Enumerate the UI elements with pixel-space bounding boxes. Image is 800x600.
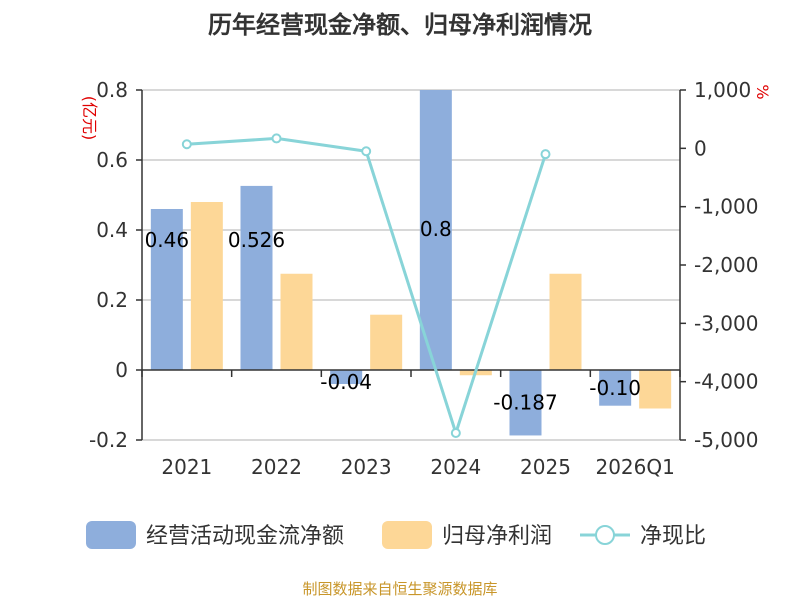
right-tick-label: 0 [694,136,707,160]
cashflow-bar [509,370,542,436]
category-label: 2025 [520,455,571,479]
cashflow-data-label: -0.04 [320,370,372,394]
ratio-point [361,146,372,157]
netprofit-bar [370,314,403,370]
left-tick-label: 0 [115,358,128,382]
netprofit-bar [639,370,672,409]
cashflow-bar [330,370,363,384]
right-tick-label: -3,000 [694,311,758,335]
left-tick-label: 0.2 [96,288,128,312]
left-tick-label: 0.8 [96,78,128,102]
legend-swatch-cashflow [86,521,136,549]
bar-marks [150,90,672,436]
category-label: 2026Q1 [595,455,674,479]
legend-swatch-ratio-marker [595,525,615,545]
left-tick-label: 0.6 [96,148,128,172]
legend-label-ratio: 净现比 [640,524,706,549]
ratio-point [271,133,282,144]
legend: 经营活动现金流净额 归母净利润 净现比 [86,521,706,549]
legend-label-cashflow: 经营活动现金流净额 [146,524,344,549]
category-label: 2023 [341,455,392,479]
data-labels: 0.46 0.526 -0.04 0.8 -0.187 -0.10 [145,217,641,415]
category-label: 2021 [161,455,212,479]
right-tick-label: -5,000 [694,428,758,452]
right-tick-label: 1,000 [694,78,751,102]
cashflow-data-label: -0.187 [493,391,557,415]
source-note: 制图数据来自恒生聚源数据库 [302,580,497,598]
cashflow-data-label: 0.46 [145,228,190,252]
cashflow-bar [419,90,452,370]
cashflow-bar [150,209,183,370]
left-tick-label: 0.4 [96,218,128,242]
left-axis-unit: (亿元) [80,96,99,141]
ratio-line [181,133,551,438]
cashflow-bar [240,185,273,370]
cashflow-data-label: 0.526 [228,228,285,252]
cashflow-data-label: 0.8 [420,217,452,241]
cashflow-bar [599,370,632,406]
netprofit-bar [549,273,582,370]
category-label: 2022 [251,455,302,479]
right-tick-label: -2,000 [694,253,758,277]
ratio-point [181,139,192,150]
right-tick-label: -1,000 [694,195,758,219]
netprofit-bar [190,202,223,370]
cashflow-data-label: -0.10 [589,376,641,400]
right-axis-unit: % [753,84,772,99]
legend-label-netprofit: 归母净利润 [442,524,552,549]
legend-swatch-netprofit [382,521,432,549]
right-tick-label: -4,000 [694,370,758,394]
chart-title: 历年经营现金净额、归母净利润情况 [208,11,592,39]
left-tick-label: -0.2 [89,428,128,452]
category-label: 2024 [430,455,481,479]
ratio-point [450,428,461,438]
axes: -0.2 0 0.2 0.4 0.6 0.8 -5,000 -4,000 -3,000 -2,00… [80,78,772,479]
netprofit-bar [280,273,313,370]
gridlines [142,89,680,441]
ratio-point [540,149,551,160]
